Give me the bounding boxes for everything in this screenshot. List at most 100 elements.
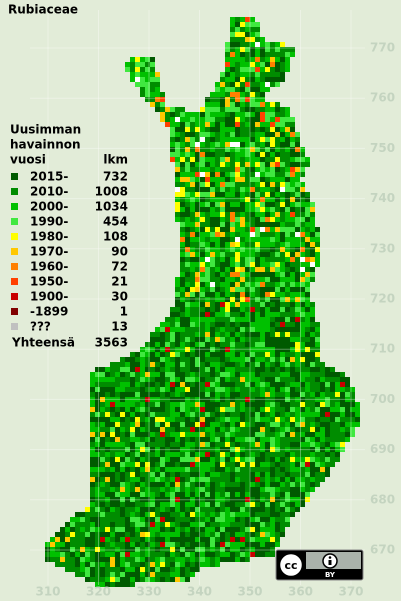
map-cell	[235, 197, 240, 202]
map-cell	[210, 212, 215, 217]
map-cell	[180, 252, 185, 257]
map-cell	[285, 157, 290, 162]
map-cell	[255, 532, 260, 537]
map-cell	[275, 457, 280, 462]
map-cell	[210, 352, 215, 357]
map-cell	[235, 492, 240, 497]
map-cell	[195, 247, 200, 252]
map-cell	[160, 527, 165, 532]
map-cell	[310, 252, 315, 257]
map-cell	[170, 402, 175, 407]
map-cell	[200, 487, 205, 492]
map-cell	[290, 337, 295, 342]
map-cell	[290, 267, 295, 272]
map-cell	[235, 342, 240, 347]
map-cell	[250, 307, 255, 312]
map-cell	[110, 362, 115, 367]
map-cell	[210, 342, 215, 347]
map-cell	[90, 407, 95, 412]
map-cell	[170, 317, 175, 322]
map-cell	[145, 532, 150, 537]
map-cell	[80, 542, 85, 547]
map-cell	[235, 537, 240, 542]
map-cell	[270, 437, 275, 442]
map-cell	[285, 502, 290, 507]
map-cell	[215, 162, 220, 167]
map-cell	[265, 322, 270, 327]
map-cell	[265, 442, 270, 447]
map-cell	[265, 157, 270, 162]
map-cell	[250, 67, 255, 72]
map-cell	[155, 372, 160, 377]
map-cell	[135, 412, 140, 417]
map-cell	[160, 547, 165, 552]
map-cell	[185, 127, 190, 132]
map-cell	[165, 437, 170, 442]
map-cell	[195, 467, 200, 472]
map-cell	[235, 512, 240, 517]
map-cell	[255, 42, 260, 47]
map-cell	[230, 497, 235, 502]
map-cell	[195, 297, 200, 302]
map-cell	[250, 442, 255, 447]
map-cell	[260, 107, 265, 112]
map-cell	[330, 417, 335, 422]
map-cell	[215, 427, 220, 432]
map-cell	[185, 522, 190, 527]
map-cell	[255, 222, 260, 227]
map-cell	[225, 517, 230, 522]
map-cell	[175, 442, 180, 447]
map-cell	[255, 147, 260, 152]
map-cell	[230, 292, 235, 297]
map-cell	[250, 377, 255, 382]
map-cell	[185, 147, 190, 152]
map-cell	[115, 557, 120, 562]
map-cell	[225, 47, 230, 52]
map-cell	[180, 117, 185, 122]
map-cell	[115, 472, 120, 477]
map-cell	[80, 552, 85, 557]
map-cell	[155, 502, 160, 507]
map-cell	[270, 317, 275, 322]
map-cell	[320, 432, 325, 437]
map-cell	[160, 502, 165, 507]
map-cell	[175, 192, 180, 197]
map-cell	[245, 312, 250, 317]
map-cell	[195, 152, 200, 157]
map-cell	[270, 462, 275, 467]
map-cell	[285, 317, 290, 322]
map-cell	[115, 377, 120, 382]
map-cell	[300, 152, 305, 157]
map-cell	[230, 117, 235, 122]
map-cell	[290, 172, 295, 177]
map-cell	[275, 257, 280, 262]
map-cell	[215, 152, 220, 157]
map-cell	[325, 372, 330, 377]
map-cell	[70, 557, 75, 562]
map-cell	[180, 322, 185, 327]
map-cell	[255, 552, 260, 557]
map-cell	[245, 542, 250, 547]
map-cell	[160, 437, 165, 442]
map-cell	[125, 462, 130, 467]
map-cell	[345, 392, 350, 397]
map-cell	[185, 287, 190, 292]
map-cell	[305, 307, 310, 312]
map-cell	[265, 292, 270, 297]
map-cell	[270, 182, 275, 187]
grid	[30, 10, 365, 585]
map-cell	[130, 472, 135, 477]
map-cell	[175, 457, 180, 462]
map-cell	[100, 577, 105, 582]
map-cell	[205, 322, 210, 327]
map-cell	[190, 112, 195, 117]
map-cell	[155, 497, 160, 502]
map-cell	[280, 377, 285, 382]
map-cell	[225, 82, 230, 87]
map-cell	[190, 157, 195, 162]
map-cell	[245, 247, 250, 252]
map-cell	[140, 82, 145, 87]
map-cell	[305, 287, 310, 292]
map-cell	[215, 522, 220, 527]
map-cell	[175, 302, 180, 307]
